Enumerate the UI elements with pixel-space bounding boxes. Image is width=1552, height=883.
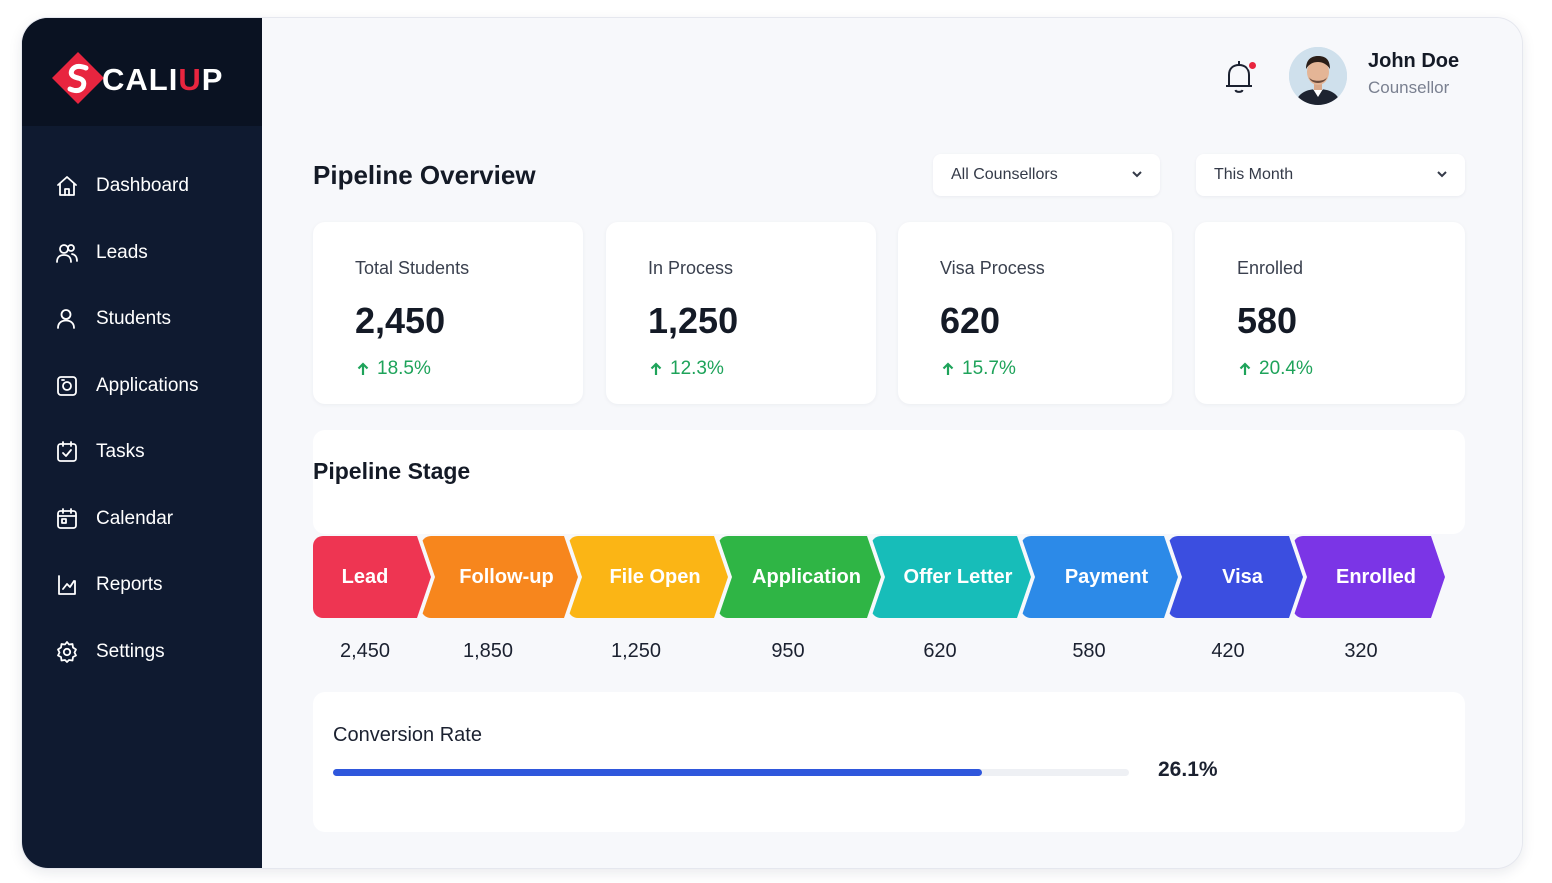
period-filter-select[interactable]: This Month (1196, 154, 1465, 196)
period-filter-value: This Month (1214, 166, 1294, 183)
pipeline-stage-panel (313, 430, 1465, 534)
stage-label: Lead (341, 565, 389, 588)
stage-chevron-visa[interactable]: Visa (1168, 536, 1303, 618)
stage-label: Offer Letter (903, 565, 1013, 588)
stat-label: Enrolled (1237, 258, 1304, 278)
stage-label: File Open (609, 565, 701, 588)
stage-count: 420 (1211, 640, 1245, 662)
stage-count: 1,850 (462, 640, 514, 662)
counsellor-filter-value: All Counsellors (951, 166, 1058, 183)
avatar[interactable] (1289, 47, 1347, 105)
stat-change: 20.4% (1237, 358, 1313, 380)
notification-badge (1247, 60, 1258, 71)
stage-count: 580 (1072, 640, 1106, 662)
logo-mark-icon (52, 52, 104, 104)
user-icon (54, 306, 80, 332)
user-role: Counsellor (1368, 78, 1450, 97)
conversion-progress-track (333, 769, 1129, 776)
sidebar-item-applications[interactable]: Applications (54, 366, 244, 406)
app-window: CALIUP Dashboard Leads Students Applicat… (22, 18, 1522, 868)
stat-change: 12.3% (648, 358, 724, 380)
sidebar-item-reports[interactable]: Reports (54, 565, 244, 605)
arrow-up-icon (940, 361, 956, 377)
users-icon (54, 240, 80, 266)
conversion-rate-panel: Conversion Rate 26.1% (313, 692, 1465, 832)
chevron-down-icon (1435, 167, 1449, 181)
stat-card-enrolled[interactable]: Enrolled 580 20.4% (1195, 222, 1465, 404)
conversion-rate-label: Conversion Rate (333, 724, 482, 746)
stage-count: 2,450 (339, 640, 391, 662)
stage-chevron-payment[interactable]: Payment (1021, 536, 1178, 618)
notification-button[interactable] (1222, 58, 1258, 98)
page-title: Pipeline Overview (313, 160, 536, 190)
user-name: John Doe (1368, 50, 1460, 72)
stage-chevron-application[interactable]: Application (718, 536, 881, 618)
stat-card-visa-process[interactable]: Visa Process 620 15.7% (898, 222, 1172, 404)
brand-logo[interactable]: CALIUP (50, 48, 250, 108)
conversion-progress-fill (333, 769, 982, 776)
stage-label: Enrolled (1335, 565, 1416, 588)
user-photo (1289, 47, 1347, 105)
stat-change: 18.5% (355, 358, 431, 380)
stage-count: 950 (771, 640, 805, 662)
stat-value: 580 (1237, 300, 1298, 341)
stat-label: Total Students (355, 258, 470, 278)
stage-label: Follow-up (459, 565, 554, 588)
conversion-rate-value: 26.1% (1158, 758, 1218, 781)
stage-count: 320 (1344, 640, 1378, 662)
sidebar-item-label: Students (96, 308, 171, 329)
chevron-down-icon (1130, 167, 1144, 181)
sidebar-item-label: Dashboard (96, 175, 189, 196)
sidebar-item-leads[interactable]: Leads (54, 233, 244, 273)
arrow-up-icon (355, 361, 371, 377)
sidebar: CALIUP Dashboard Leads Students Applicat… (22, 18, 262, 868)
sidebar-item-label: Leads (96, 242, 148, 263)
stage-chevron-file-open[interactable]: File Open (568, 536, 728, 618)
sidebar-item-dashboard[interactable]: Dashboard (54, 166, 244, 206)
main-content: John Doe Counsellor Pipeline Overview Al… (262, 18, 1522, 868)
chart-icon (54, 572, 80, 598)
arrow-up-icon (648, 361, 664, 377)
sidebar-item-settings[interactable]: Settings (54, 632, 244, 672)
sidebar-item-label: Settings (96, 641, 165, 662)
sidebar-item-label: Tasks (96, 441, 145, 462)
stat-label: Visa Process (940, 258, 1045, 278)
stage-count: 1,250 (610, 640, 662, 662)
stat-value: 1,250 (648, 300, 739, 341)
home-icon (54, 173, 80, 199)
stat-change: 15.7% (940, 358, 1016, 380)
sidebar-item-calendar[interactable]: Calendar (54, 499, 244, 539)
sidebar-item-label: Applications (96, 375, 199, 396)
stage-label: Payment (1064, 565, 1149, 588)
pipeline-stage-title: Pipeline Stage (313, 458, 471, 484)
arrow-up-icon (1237, 361, 1253, 377)
sidebar-item-label: Calendar (96, 508, 174, 529)
bell-icon (1226, 61, 1252, 93)
task-check-icon (54, 439, 80, 465)
logo-bar: CALIUP (22, 18, 262, 126)
stat-card-in-process[interactable]: In Process 1,250 12.3% (606, 222, 876, 404)
stage-count: 620 (923, 640, 957, 662)
stage-chevron-follow-up[interactable]: Follow-up (421, 536, 578, 618)
stat-label: In Process (648, 258, 734, 278)
pipeline-chevrons: Lead Follow-up File Open Application Off… (313, 536, 1453, 620)
stage-label: Application (752, 565, 861, 588)
sidebar-item-label: Reports (96, 574, 163, 595)
calendar-icon (54, 506, 80, 532)
stage-label: Visa (1222, 565, 1263, 588)
document-icon (54, 373, 80, 399)
sidebar-item-students[interactable]: Students (54, 299, 244, 339)
stage-chevron-offer-letter[interactable]: Offer Letter (871, 536, 1031, 618)
stat-value: 2,450 (355, 300, 446, 341)
stat-card-total-students[interactable]: Total Students 2,450 18.5% (313, 222, 583, 404)
sidebar-item-tasks[interactable]: Tasks (54, 432, 244, 472)
stage-chevron-enrolled[interactable]: Enrolled (1293, 536, 1445, 618)
counsellor-filter-select[interactable]: All Counsellors (933, 154, 1160, 196)
gear-icon (54, 639, 80, 665)
brand-name: CALIUP (102, 62, 224, 97)
stage-chevron-lead[interactable]: Lead (313, 536, 431, 618)
stat-value: 620 (940, 300, 1001, 341)
